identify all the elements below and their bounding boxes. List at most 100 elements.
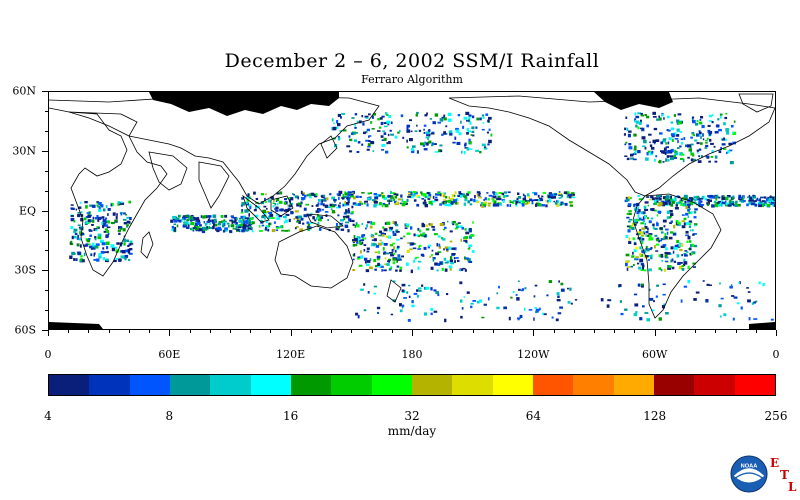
rain-pixel (238, 220, 242, 222)
rain-pixel (127, 245, 130, 247)
rain-pixel (297, 196, 299, 200)
noaa-logo-text: NOAA (741, 463, 758, 469)
rain-pixel (107, 213, 109, 216)
rain-pixel (223, 222, 226, 225)
rain-pixel (103, 230, 107, 233)
rain-pixel (230, 215, 234, 217)
rain-pixel (567, 287, 569, 290)
rain-pixel (675, 203, 678, 207)
rain-pixel (95, 229, 98, 232)
rain-pixel (651, 208, 655, 212)
rain-pixel (742, 199, 746, 203)
latitude-label: EQ (18, 204, 36, 217)
rain-pixel (502, 200, 505, 203)
rain-pixel (509, 203, 512, 207)
rain-pixel (422, 233, 426, 235)
rain-pixel (506, 204, 509, 207)
rain-pixel (688, 211, 691, 214)
rain-pixel (97, 217, 99, 221)
rain-pixel (641, 136, 644, 140)
rain-pixel (693, 233, 697, 235)
rain-pixel (635, 202, 640, 206)
rain-pixel (460, 315, 463, 319)
rain-pixel (443, 198, 446, 201)
rain-pixel (101, 242, 106, 246)
colorbar-segment (290, 375, 332, 395)
india-coastline (198, 161, 230, 209)
rain-pixel (652, 111, 656, 115)
rain-pixel (661, 305, 665, 309)
rain-pixel (320, 195, 323, 197)
rain-pixel (656, 118, 660, 121)
rain-pixel (690, 151, 692, 154)
rain-pixel (696, 120, 699, 122)
rain-pixel (426, 112, 428, 115)
rain-pixel (669, 222, 672, 224)
rain-pixel (658, 267, 662, 270)
rain-pixel (396, 246, 400, 250)
rain-pixel (444, 318, 447, 323)
rain-pixel (70, 215, 74, 217)
rain-pixel (670, 231, 674, 234)
rain-pixel (694, 224, 696, 227)
rain-pixel (422, 193, 427, 197)
rain-pixel (102, 222, 107, 225)
rain-pixel (271, 228, 276, 233)
rain-pixel (100, 239, 104, 243)
rain-pixel (666, 210, 670, 215)
rain-pixel (194, 228, 199, 231)
rain-pixel (273, 221, 276, 224)
rain-pixel (663, 117, 665, 120)
rain-pixel (677, 223, 681, 227)
rain-pixel (640, 236, 643, 239)
rain-pixel (441, 267, 444, 271)
rain-pixel (317, 199, 321, 202)
rain-pixel (431, 142, 434, 146)
longitude-minor-tick (594, 330, 595, 333)
rain-pixel (406, 124, 411, 128)
map-canvas (49, 92, 775, 329)
rain-pixel (461, 150, 463, 154)
rain-pixel (182, 216, 186, 219)
rain-pixel (356, 240, 359, 244)
rain-pixel (225, 229, 228, 232)
rain-pixel (656, 214, 659, 217)
rain-pixel (248, 204, 252, 207)
rain-pixel (707, 195, 710, 198)
rain-pixel (241, 209, 244, 212)
rain-pixel (442, 228, 446, 231)
rain-pixel (633, 152, 636, 155)
rain-pixel (390, 195, 394, 198)
rain-pixel (627, 203, 632, 206)
rain-pixel (189, 215, 192, 220)
rain-pixel (466, 132, 469, 135)
rain-pixel (681, 243, 684, 247)
rain-pixel (662, 161, 665, 163)
rain-pixel (392, 232, 395, 236)
rain-pixel (508, 316, 511, 321)
rain-pixel (465, 231, 470, 235)
rain-pixel (503, 194, 507, 198)
rain-pixel (688, 225, 692, 228)
rain-pixel (339, 222, 343, 225)
latitude-minor-tick (45, 130, 48, 132)
longitude-minor-tick (230, 330, 231, 333)
rain-pixel (128, 200, 132, 204)
rain-pixel (340, 219, 344, 222)
longitude-minor-tick (412, 330, 413, 333)
rain-pixel (715, 197, 718, 201)
rain-pixel (688, 148, 692, 152)
rain-pixel (521, 200, 525, 204)
rain-pixel (518, 200, 522, 202)
rain-pixel (431, 226, 435, 228)
rain-pixel (204, 223, 207, 227)
rain-pixel (368, 113, 371, 116)
rain-pixel (697, 197, 700, 201)
rain-pixel (662, 244, 667, 247)
rain-pixel (368, 140, 371, 143)
rain-pixel (400, 237, 403, 240)
rain-pixel (687, 236, 691, 240)
rain-pixel (357, 141, 361, 144)
rain-pixel (371, 199, 376, 202)
longitude-label: 0 (44, 348, 52, 361)
